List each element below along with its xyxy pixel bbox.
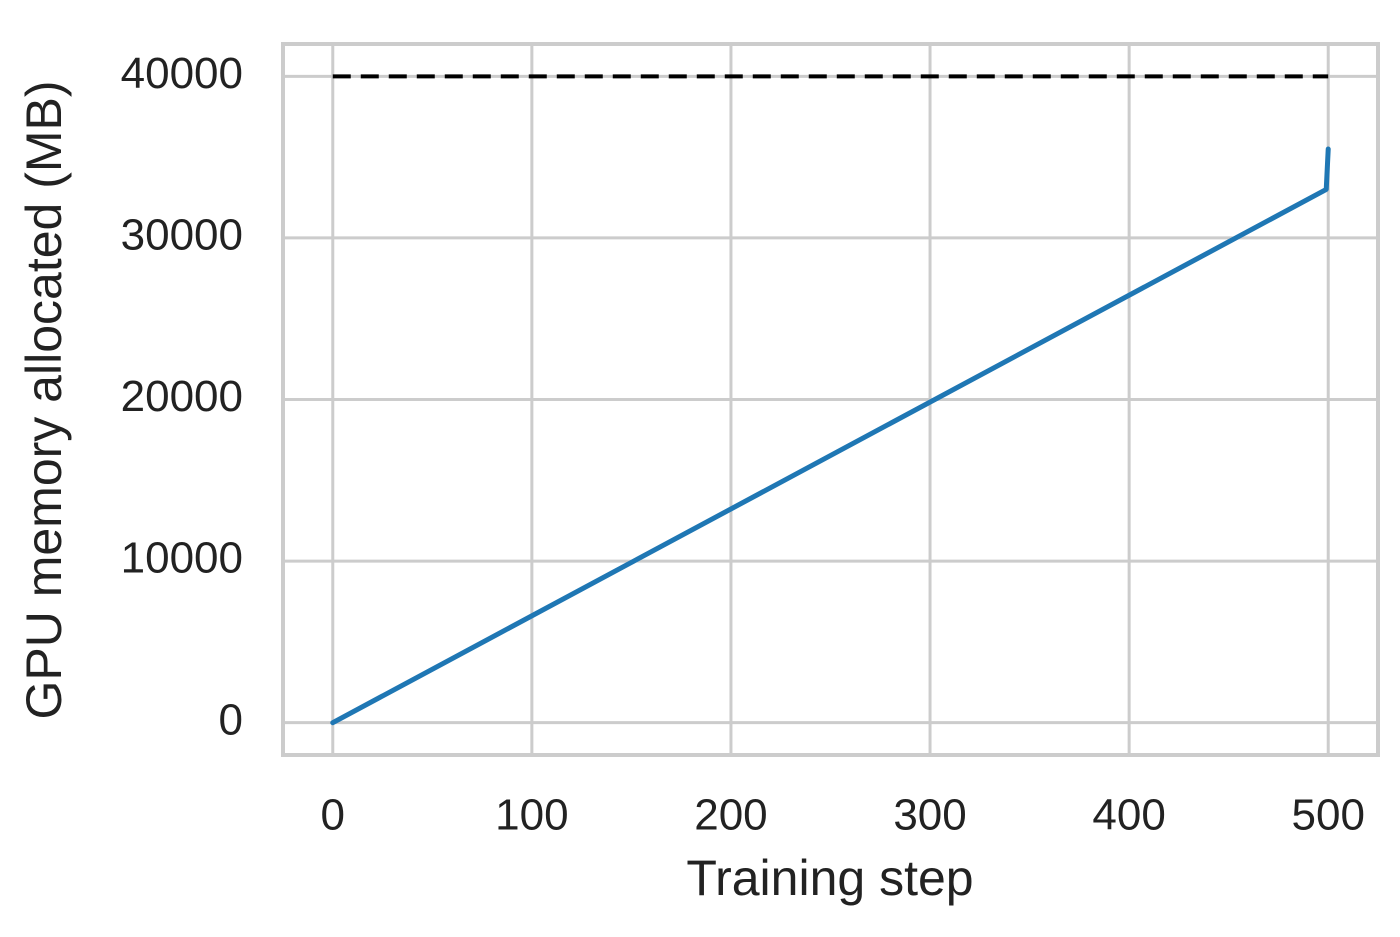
y-tick-label: 10000	[121, 534, 243, 583]
data-line	[330, 146, 1331, 726]
x-axis-label: Training step	[686, 850, 973, 906]
x-tick-label: 300	[893, 791, 966, 840]
x-tick-label: 200	[694, 791, 767, 840]
y-tick-label: 0	[219, 695, 243, 744]
y-tick-label: 20000	[121, 372, 243, 421]
plot-frame	[281, 42, 1380, 757]
x-tick-label: 100	[495, 791, 568, 840]
y-tick-label: 40000	[121, 49, 243, 98]
x-tick-label: 400	[1092, 791, 1165, 840]
y-tick-label: 30000	[121, 211, 243, 260]
x-tick-label: 500	[1292, 791, 1365, 840]
y-axis-label: GPU memory allocated (MB)	[16, 80, 72, 719]
x-tick-label: 0	[321, 791, 345, 840]
